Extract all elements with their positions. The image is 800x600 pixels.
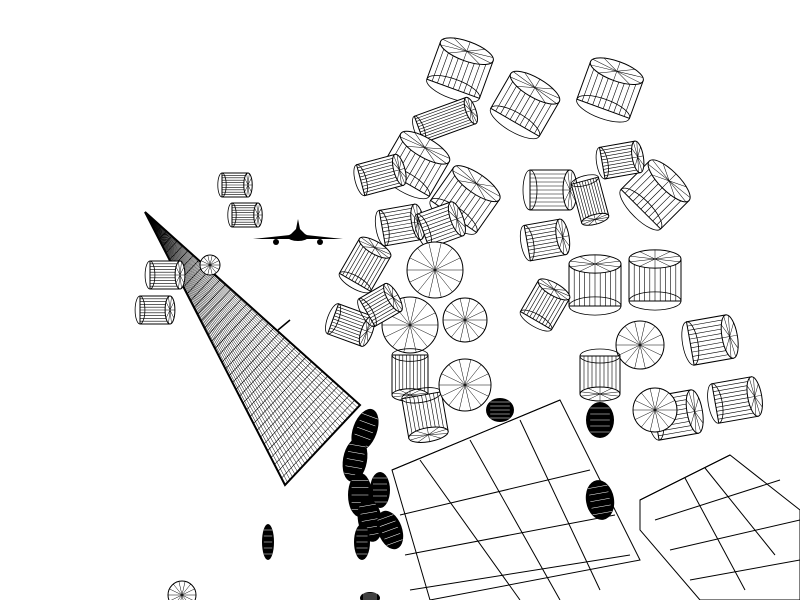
wheel-cylinder [374,203,426,247]
wheel-cylinder [522,169,578,211]
strut-cylinder [570,174,610,226]
strut-cylinder [412,96,478,144]
ground-grid-box-right [639,454,800,600]
wheel-hub-disc [199,254,221,276]
tire [376,510,404,550]
wheel-cylinder [325,303,376,347]
wheel-cylinder [519,278,571,332]
tire [360,592,380,600]
small-wheel-cylinder [217,172,253,198]
ground-grid-plane-center [391,399,641,600]
scattered-tires [262,398,615,600]
wheel-cylinder [568,254,622,316]
wheel-cylinder [353,153,407,197]
wheel-cylinder [619,159,691,231]
tire [354,524,370,560]
wireframe-wing-surface [144,211,362,487]
small-wheel-cylinder [134,295,176,325]
wheel-cylinder [391,348,429,402]
wheel-cylinder [414,201,466,249]
tire [585,480,615,520]
tire [586,402,614,438]
wheel-hub-disc [442,297,488,343]
wheel-cylinder [379,130,451,200]
small-wheel-cylinder [227,202,263,228]
wheel-cylinder [426,37,494,103]
wheel-cylinder [576,57,644,123]
wheel-cylinder [628,249,682,311]
wheel-cylinder [519,218,571,262]
wheel-cylinder [357,282,403,328]
tire [486,398,514,422]
distant-aircraft-silhouette [253,219,343,245]
landing-gear-wheel-clusters [134,37,763,600]
wheel-cylinder [707,376,763,424]
small-wheel-cylinder [144,260,186,290]
tire [370,472,390,508]
wheel-hub-disc [438,358,492,412]
wheel-cylinder [595,140,645,180]
tire [342,438,368,482]
wheel-cylinder [338,236,392,294]
tire [262,524,274,560]
wheel-hub-disc [167,580,197,600]
wheel-cylinder [579,348,621,402]
wheel-hub-disc [615,320,665,370]
wheel-cylinder [429,165,501,235]
wheel-cylinder [681,314,739,366]
wheel-cylinder [401,387,449,443]
wheel-hub-disc [632,387,678,433]
wheel-cylinder [489,70,561,140]
wheel-hub-disc [406,241,464,299]
